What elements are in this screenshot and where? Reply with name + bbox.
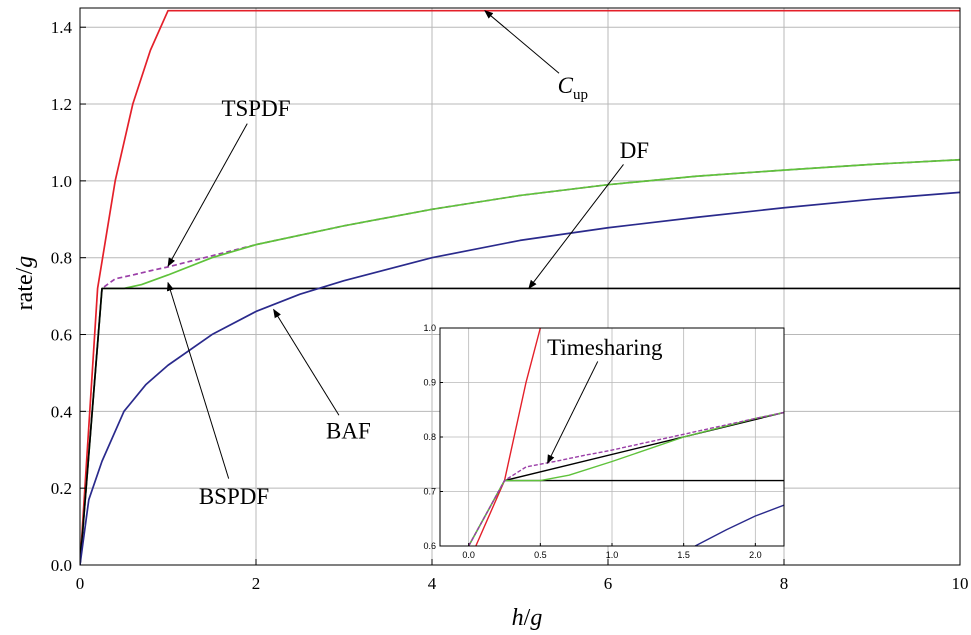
main-annotation-label-df: DF [620,138,649,163]
inset-annotations: Timesharing [547,335,663,464]
main-y-tick-label-1-4: 1.4 [51,18,73,37]
inset-x-tick-label-1-5: 1.5 [677,550,690,560]
inset-series-timesharing-line [504,411,784,482]
main-series-df-line [80,191,960,565]
main-ticks: 0 2 4 6 8 10 0.0 0.2 0.4 0.6 0.8 1.0 1.2 1.4 [51,18,969,593]
x-axis-title-sep: / [524,605,531,631]
main-x-tick-label-10: 10 [952,574,969,593]
main-series-cup-line [80,9,960,565]
y-axis-title-var: g [12,256,38,268]
y-axis-title-main: rate [12,274,38,310]
main-annotation-label-bspdf: BSPDF [199,484,269,509]
main-annotation-label-cup: Cup [558,73,588,103]
main-y-tick-label-0-2: 0.2 [51,479,72,498]
inset-x-tick-label-0-5: 0.5 [534,550,547,560]
main-x-tick-label-6: 6 [604,574,613,593]
inset-annotation-label-timesharing: Timesharing [547,335,663,360]
inset-series-bspdf-line [468,411,784,546]
inset-x-tick-label-2: 2.0 [749,550,762,560]
inset-x-tick-label-0: 0.0 [462,550,475,560]
main-y-tick-label-0-6: 0.6 [51,326,72,345]
main-annotation-arrow-baf [273,308,340,416]
x-axis-title: h/g [512,605,543,631]
main-annotation-tspdf: TSPDF [167,96,291,267]
inset-y-tick-label-0-6: 0.6 [423,541,436,551]
main-x-tick-label-8: 8 [780,574,789,593]
main-x-tick-label-4: 4 [428,574,437,593]
main-y-tick-label-0-4: 0.4 [51,402,73,421]
main-annotation-baf: BAF [273,308,371,444]
main-x-tick-label-2: 2 [252,574,261,593]
main-series-baf-line [80,287,960,565]
inset-annotation-timesharing: Timesharing [547,335,663,464]
x-axis-title-main: h [512,605,524,631]
main-y-tick-label-1-2: 1.2 [51,95,72,114]
main-y-tick-label-0-8: 0.8 [51,249,72,268]
main-annotation-bspdf: BSPDF [166,281,269,509]
inset-chart: 0.0 0.5 1.0 1.5 2.0 0.6 0.7 0.8 0.9 1.0 Timeshari… [423,323,785,560]
main-x-tick-label-0: 0 [76,574,85,593]
inset-series-df-line [694,504,784,546]
main-annotation-df: DF [528,138,649,290]
inset-annotation-arrow-timesharing [547,361,599,464]
main-annotation-arrow-tspdf [167,123,248,267]
main-annotation-arrow-df [528,164,624,290]
main-axes [79,7,961,566]
main-y-tick-label-0: 0.0 [51,556,72,575]
main-y-tick-label-1: 1.0 [51,172,72,191]
inset-x-tick-label-1: 1.0 [606,550,619,560]
inset-y-tick-label-0-9: 0.9 [423,378,436,388]
inset-series-tspdf-line [468,411,784,546]
main-annotation-cup: Cup [484,10,588,103]
x-axis-title-var: g [530,605,542,631]
y-axis-title: rate/g [12,256,38,311]
main-annotation-arrow-bspdf [166,281,230,479]
main-annotation-arrow-cup [484,10,560,74]
main-series-bspdf-line [80,158,960,565]
inset-y-tick-label-0-7: 0.7 [423,487,436,497]
main-plot-frame [79,7,961,566]
main-grid [80,8,961,565]
main-annotations: Cup DF TSPDF BSPDF BAF [166,10,649,509]
main-annotation-label-baf: BAF [326,419,371,444]
main-annotation-label-tspdf: TSPDF [221,96,290,121]
inset-series [468,328,784,546]
y-axis-title-sep: / [12,267,38,274]
main-series [80,9,960,565]
inset-y-tick-label-1: 1.0 [423,323,436,333]
inset-series-cup-line [475,328,542,546]
inset-y-tick-label-0-8: 0.8 [423,432,436,442]
inset-ticks: 0.0 0.5 1.0 1.5 2.0 0.6 0.7 0.8 0.9 1.0 [423,323,761,560]
